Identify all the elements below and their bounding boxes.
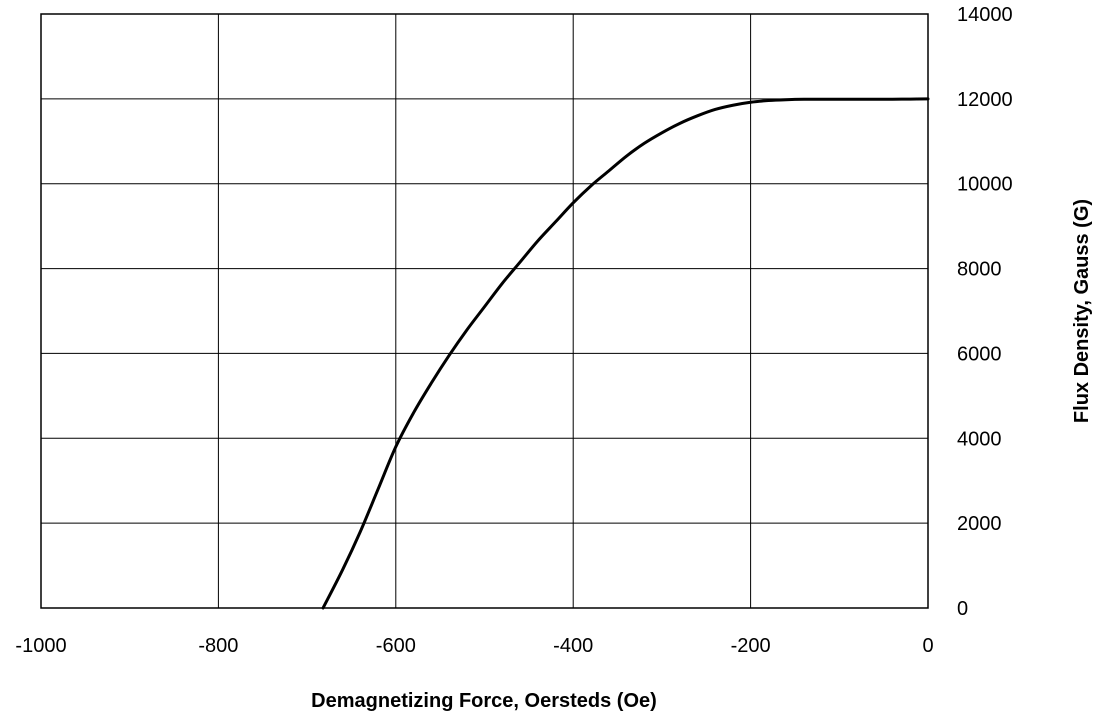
plot-frame [40, 13, 929, 609]
x-tick-label: -800 [198, 635, 238, 657]
y-tick-label: 2000 [957, 513, 1002, 535]
x-tick-label: -600 [376, 635, 416, 657]
y-tick-label: 14000 [957, 4, 1013, 26]
y-tick-label: 12000 [957, 89, 1013, 111]
series-line [321, 97, 930, 610]
grid-lines [40, 13, 929, 609]
y-tick-label: 0 [957, 598, 968, 620]
y-tick-label: 8000 [957, 259, 1002, 281]
x-tick-label: -400 [553, 635, 593, 657]
x-axis-label: Demagnetizing Force, Oersteds (Oe) [311, 690, 657, 712]
y-axis-label: Flux Density, Gauss (G) [1071, 199, 1093, 423]
x-tick-labels: -1000 -800 -600 -400 -200 0 [15, 635, 933, 657]
x-tick-label: -1000 [15, 635, 66, 657]
x-tick-label: -200 [731, 635, 771, 657]
x-tick-label: 0 [922, 635, 933, 657]
y-tick-label: 4000 [957, 428, 1002, 450]
y-tick-labels: 0 2000 4000 6000 8000 10000 12000 14000 [957, 4, 1013, 620]
y-tick-label: 6000 [957, 343, 1002, 365]
y-tick-label: 10000 [957, 174, 1013, 196]
